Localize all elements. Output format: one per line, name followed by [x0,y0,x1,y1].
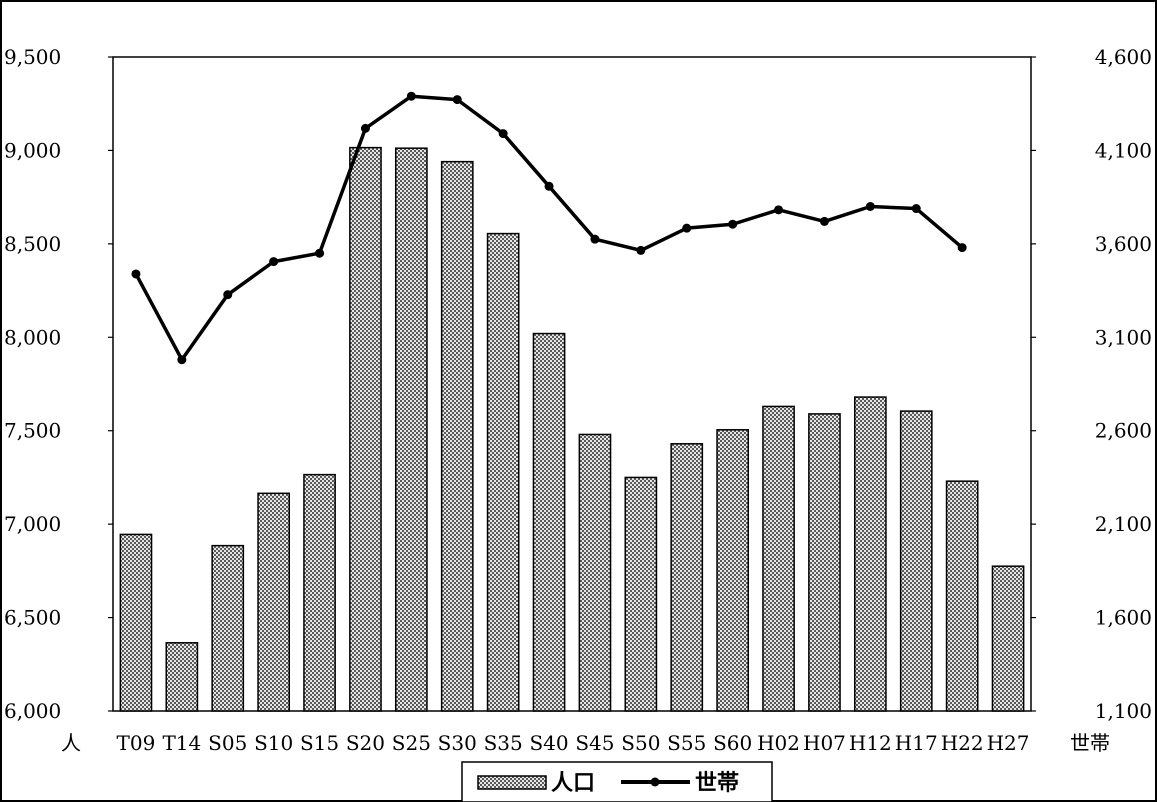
left-axis: 6,000 6,500 7,000 7,500 8,000 8,500 9,000 9,500 [4,45,113,723]
population-bar-T09 [119,533,153,712]
households-point-H02 [774,205,784,215]
legend: 人口 世帯 [461,761,773,802]
population-bar-S45 [578,433,612,712]
legend-box [461,761,773,802]
population-bar-H22 [945,480,979,712]
right-tick-label: 1,600 [1095,606,1152,630]
category-label-T14: T14 [162,731,201,755]
right-tick-label: 4,100 [1095,138,1152,162]
population-bar-T14 [165,642,199,712]
category-label-S55: S55 [667,731,706,755]
category-label-S50: S50 [621,731,660,755]
population-bar-S30 [440,160,474,712]
left-tick-label: 9,500 [4,45,61,69]
right-tick-label: 3,100 [1095,325,1152,349]
category-label-H27: H27 [987,731,1030,755]
households-point-S20 [360,123,370,133]
category-label-S35: S35 [484,731,523,755]
households-point-S50 [636,245,646,255]
right-tick-label: 1,100 [1095,699,1152,723]
population-bar-S60 [716,429,750,712]
households-point-S10 [269,257,279,267]
population-bar-S35 [486,232,520,712]
households-point-S45 [590,234,600,244]
households-point-S40 [544,181,554,191]
right-axis: 1,100 1,600 2,100 2,600 3,100 3,600 4,100 4,600 [1031,45,1152,723]
households-point-S30 [452,95,462,105]
category-label-S10: S10 [254,731,293,755]
left-axis-unit-label: 人 [61,731,81,755]
category-label-S60: S60 [713,731,752,755]
category-label-H22: H22 [941,731,984,755]
population-bar-S05 [211,544,245,712]
households-point-T09 [131,269,141,279]
line-series [131,91,967,365]
category-label-S30: S30 [438,731,477,755]
category-axis: T09 T14 S05 S10 S15 S20 S25 S30 S35 S40 S45 S50 S55 S… [117,731,1030,755]
category-label-S45: S45 [575,731,614,755]
category-label-S25: S25 [392,731,431,755]
households-point-S35 [498,129,508,139]
households-point-S15 [315,248,325,258]
population-bar-H07 [808,413,841,712]
left-tick-label: 8,000 [4,325,61,349]
right-axis-unit-label: 世帯 [1070,731,1110,755]
households-point-H12 [865,201,875,211]
population-bar-S20 [349,146,382,712]
population-bar-H17 [899,410,933,712]
category-label-H12: H12 [849,731,892,755]
population-bar-H27 [991,565,1025,712]
population-bar-S40 [532,332,566,712]
households-point-H22 [957,243,967,253]
legend-line-marker [650,777,660,787]
legend-bar-swatch [477,775,547,790]
left-tick-label: 7,500 [4,419,61,443]
households-point-S05 [223,290,233,300]
right-tick-label: 2,100 [1095,512,1152,536]
population-bar-S55 [670,443,704,712]
population-bar-S15 [303,473,336,712]
population-bar-S10 [257,492,291,712]
right-tick-label: 3,600 [1095,232,1152,256]
plot-area [112,56,1032,712]
category-label-S40: S40 [529,731,568,755]
left-tick-label: 6,000 [4,699,61,723]
category-label-S15: S15 [300,731,339,755]
legend-label-population: 人口 [551,770,595,796]
category-label-H07: H07 [803,731,846,755]
category-label-S05: S05 [208,731,247,755]
left-tick-label: 7,000 [4,512,61,536]
bar-series [119,146,1025,712]
households-point-H17 [911,204,921,214]
population-bar-S50 [624,476,658,712]
households-point-S25 [406,91,416,101]
left-tick-label: 6,500 [4,606,61,630]
households-point-S60 [728,219,738,229]
households-point-S55 [682,223,692,233]
right-tick-label: 4,600 [1095,45,1152,69]
legend-label-households: 世帯 [695,770,739,796]
right-tick-label: 2,600 [1095,419,1152,443]
population-bar-H02 [762,405,795,712]
population-bar-H12 [853,396,887,712]
households-point-T14 [177,355,187,365]
category-label-H17: H17 [895,731,938,755]
households-point-H07 [819,216,829,226]
left-tick-label: 8,500 [4,232,61,256]
category-label-T09: T09 [117,731,156,755]
category-label-H02: H02 [757,731,800,755]
category-label-S20: S20 [346,731,385,755]
population-bar-S25 [394,147,428,712]
left-tick-label: 9,000 [4,138,61,162]
